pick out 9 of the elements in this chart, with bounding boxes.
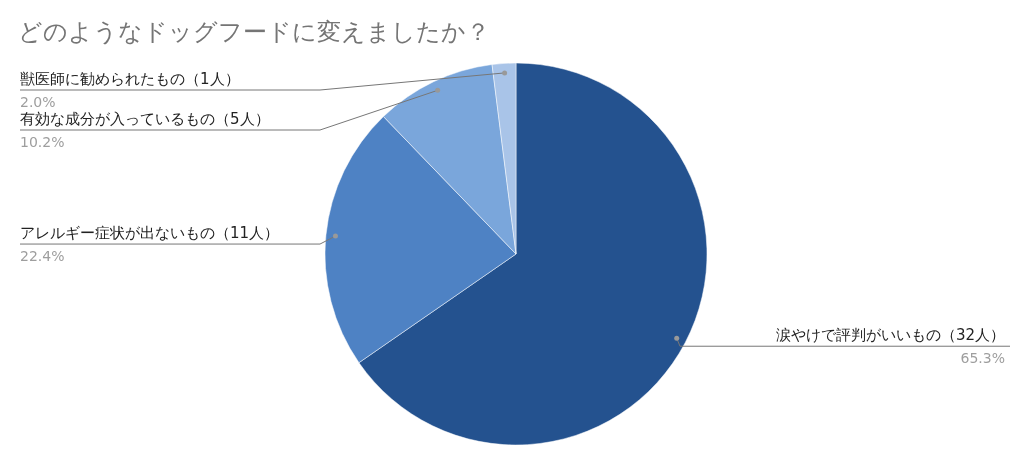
slice-label: 涙やけで評判がいいもの（32人） (775, 326, 1005, 345)
slice-label: 有効な成分が入っているもの（5人） (20, 110, 270, 128)
slice-label: アレルギー症状が出ないもの（11人） (20, 224, 280, 243)
data-label: 10.2% (20, 134, 65, 150)
slice-label: 獣医師に勧められたもの（1人） (20, 70, 240, 88)
data-label: 65.3% (960, 350, 1005, 367)
data-label: 22.4% (20, 248, 65, 265)
data-label: 2.0% (20, 94, 56, 110)
chart-title: どのようなドッグフードに変えましたか？ (18, 18, 490, 46)
